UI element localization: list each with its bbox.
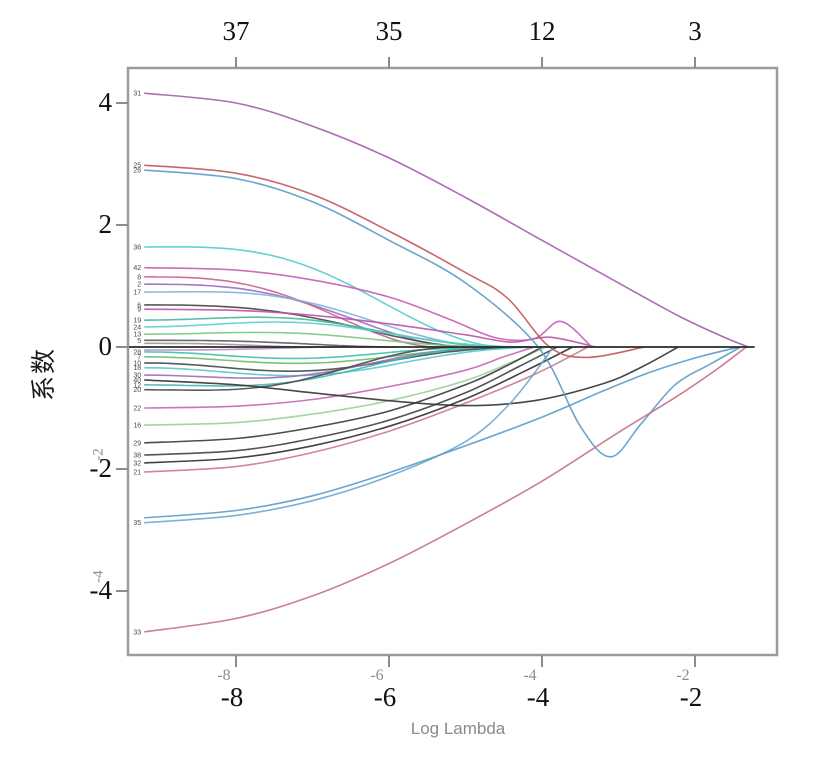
curve-index-label: 36 xyxy=(133,244,141,251)
coefficient-curve-8 xyxy=(144,276,439,348)
top-axis-count-label: 35 xyxy=(375,16,403,46)
x-axis-tick-label: -6 xyxy=(373,682,397,712)
coefficient-curve-40 xyxy=(144,346,679,407)
curve-index-label: 26 xyxy=(133,168,141,175)
coefficient-curves: 5281761924132871018301220362216293832219… xyxy=(133,91,749,636)
curve-index-label: 38 xyxy=(133,452,141,459)
x-axis-tick-label: -4 xyxy=(526,682,550,712)
curve-index-label: 42 xyxy=(133,265,141,272)
y-axis-tick-label: -2 xyxy=(89,453,113,483)
y-axis-tick-label: 2 xyxy=(98,209,113,239)
curve-index-label: 8 xyxy=(137,274,141,281)
curve-index-label: 40 xyxy=(133,377,141,384)
coefficient-curve-25 xyxy=(144,164,645,359)
coefficient-curve-29 xyxy=(144,346,543,444)
coefficient-curve-35 xyxy=(144,346,555,524)
coefficient-curve-x xyxy=(144,346,740,519)
x-axis-tick-label-gray: -8 xyxy=(217,667,231,684)
x-axis-tick-label: -8 xyxy=(220,682,244,712)
coefficient-curve-22 xyxy=(144,346,535,409)
curve-index-label: 7 xyxy=(137,354,141,361)
coefficient-curve-19 xyxy=(144,316,516,348)
curve-index-label: 9 xyxy=(137,307,141,314)
top-axis-count-label: 3 xyxy=(688,16,702,46)
y-axis-tick-label: -4 xyxy=(89,575,113,605)
top-axis-count-label: 12 xyxy=(528,16,556,46)
y-axis-title: 系数 xyxy=(31,347,58,402)
top-axis-count-label: 37 xyxy=(222,16,250,46)
coefficient-curve-26 xyxy=(144,169,742,458)
curve-index-label: 12 xyxy=(133,382,141,389)
coefficient-curve-10 xyxy=(144,346,539,373)
x-axis-tick-label-gray: -6 xyxy=(370,667,384,684)
curve-index-label: 17 xyxy=(133,290,141,297)
curve-index-label: 25 xyxy=(133,163,141,170)
x-axis-title: Log Lambda xyxy=(410,719,506,738)
curve-index-label: 28 xyxy=(133,349,141,356)
x-axis-tick-label-gray: -4 xyxy=(523,667,537,684)
coefficient-curve-24 xyxy=(144,321,531,348)
curve-index-label: 2 xyxy=(137,282,141,289)
coefficient-curve-16 xyxy=(144,346,547,426)
curve-index-label: 20 xyxy=(133,387,141,394)
curve-index-label: 6 xyxy=(137,302,141,309)
x-axis-tick-label-gray: -2 xyxy=(676,667,690,684)
curve-index-label: 10 xyxy=(133,360,141,367)
coefficient-curve-36 xyxy=(144,246,508,348)
plot-frame xyxy=(126,66,779,657)
coefficient-curve-12 xyxy=(144,346,493,387)
y-axis-tick-label: 4 xyxy=(98,87,113,117)
coefficient-curve-9 xyxy=(144,308,596,348)
curve-index-label: 30 xyxy=(133,373,141,380)
coefficient-curve-20 xyxy=(144,346,458,392)
curve-index-label: 16 xyxy=(133,423,141,430)
curve-index-label: 22 xyxy=(133,406,141,413)
curve-index-label: 32 xyxy=(133,460,141,467)
curve-index-label: 24 xyxy=(133,324,141,331)
x-axis-tick-label: -2 xyxy=(679,682,703,712)
curve-index-label: 29 xyxy=(133,440,141,447)
coefficient-curve-31 xyxy=(144,92,749,348)
coefficient-curve-38 xyxy=(144,346,558,456)
curve-index-label: 35 xyxy=(133,520,141,527)
curve-index-label: 18 xyxy=(133,365,141,372)
curve-index-label: 13 xyxy=(133,332,141,339)
curve-index-label: 33 xyxy=(133,629,141,636)
coefficient-curve-17 xyxy=(144,290,497,348)
coefficient-curve-13 xyxy=(144,331,504,348)
curve-index-label: 5 xyxy=(137,338,141,345)
curve-index-label: 19 xyxy=(133,318,141,325)
y-axis-tick-label-gray: -4 xyxy=(90,570,107,583)
y-axis-tick-label-gray: -2 xyxy=(90,448,107,461)
coefficient-curve-32 xyxy=(144,346,573,464)
coefficient-curve-33 xyxy=(144,346,747,633)
coefficient-curve-42 xyxy=(144,266,593,348)
coefficient-curve-28 xyxy=(144,346,519,360)
curve-index-label: 31 xyxy=(133,91,141,98)
y-axis-tick-label: 0 xyxy=(98,331,113,361)
coefficient-curve-6 xyxy=(144,304,478,348)
curve-index-label: 21 xyxy=(133,470,141,477)
